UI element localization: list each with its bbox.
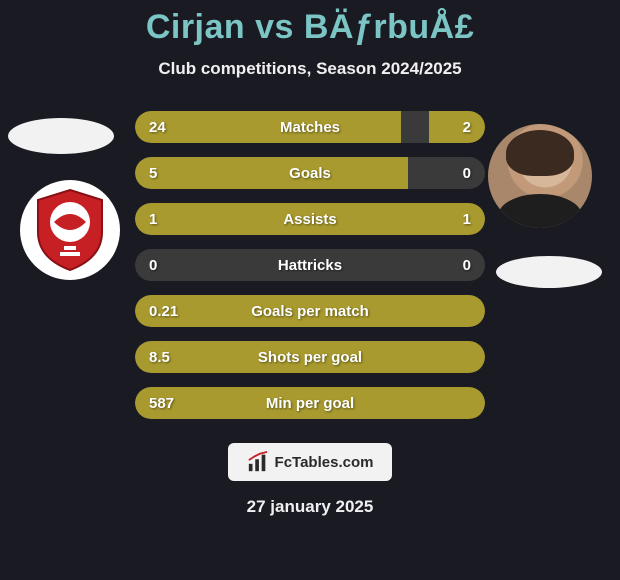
stat-label: Assists [209, 211, 411, 228]
stat-value-left: 587 [149, 395, 209, 412]
stat-value-right: 0 [411, 165, 471, 182]
page-title: Cirjan vs BÄƒrbuÅ£ [0, 0, 620, 47]
stat-value-left: 0.21 [149, 303, 209, 320]
site-logo-text: FcTables.com [275, 454, 374, 471]
stat-label: Min per goal [209, 395, 411, 412]
stat-value-right: 1 [411, 211, 471, 228]
site-logo: FcTables.com [228, 443, 392, 481]
stat-row: 5Goals0 [135, 157, 485, 189]
stat-row: 24Matches2 [135, 111, 485, 143]
stat-label: Shots per goal [209, 349, 411, 366]
player1-club-crest [20, 180, 120, 280]
stat-label: Hattricks [209, 257, 411, 274]
stat-row: 587Min per goal [135, 387, 485, 419]
stat-label: Goals per match [209, 303, 411, 320]
stat-row: 0.21Goals per match [135, 295, 485, 327]
stat-value-left: 8.5 [149, 349, 209, 366]
stat-value-left: 0 [149, 257, 209, 274]
stat-row: 8.5Shots per goal [135, 341, 485, 373]
stats-chart: 24Matches25Goals01Assists10Hattricks00.2… [135, 111, 485, 419]
club-crest-icon [34, 188, 106, 272]
stat-label: Matches [209, 119, 411, 136]
stat-value-right: 2 [411, 119, 471, 136]
player2-photo [488, 124, 592, 228]
stat-row: 0Hattricks0 [135, 249, 485, 281]
stat-value-left: 24 [149, 119, 209, 136]
bar-chart-icon [247, 451, 269, 473]
player1-team-ellipse [8, 118, 114, 154]
stat-row: 1Assists1 [135, 203, 485, 235]
stat-value-left: 5 [149, 165, 209, 182]
stat-value-right: 0 [411, 257, 471, 274]
player2-team-ellipse [496, 256, 602, 288]
stat-label: Goals [209, 165, 411, 182]
page-subtitle: Club competitions, Season 2024/2025 [0, 59, 620, 79]
stat-value-left: 1 [149, 211, 209, 228]
footer-date: 27 january 2025 [0, 497, 620, 517]
